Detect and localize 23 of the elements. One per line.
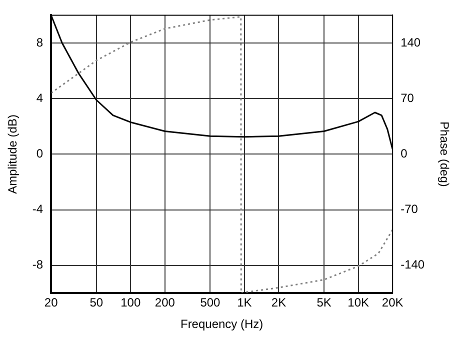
y2-axis-title: Phase (deg) bbox=[437, 122, 452, 187]
x-axis-title: Frequency (Hz) bbox=[180, 317, 264, 332]
y2-tick-label: 70 bbox=[400, 90, 414, 105]
x-tick-label: 100 bbox=[120, 296, 141, 310]
y-tick-label: -8 bbox=[32, 258, 44, 272]
y-tick-label: 4 bbox=[36, 90, 44, 105]
x-tick-label: 2K bbox=[271, 296, 286, 310]
x-tick-label: 20K bbox=[382, 296, 404, 310]
y2-tick-label: -70 bbox=[400, 202, 418, 216]
x-tick-label: 1K bbox=[237, 296, 252, 310]
y-tick-label: 8 bbox=[36, 35, 44, 50]
x-tick-label: 5K bbox=[316, 296, 332, 310]
x-tick-label: 20 bbox=[44, 296, 58, 310]
y-tick-label: -4 bbox=[32, 202, 44, 216]
y2-tick-label: 0 bbox=[400, 146, 408, 161]
y2-tick-label: -140 bbox=[400, 258, 425, 272]
y2-tick-label: 140 bbox=[400, 35, 421, 50]
x-tick-label: 10K bbox=[348, 296, 369, 310]
y-axis-title: Amplitude (dB) bbox=[6, 114, 20, 194]
y-tick-label: 0 bbox=[36, 146, 44, 161]
x-tick-label: 50 bbox=[90, 296, 104, 310]
x-tick-label: 200 bbox=[154, 296, 176, 310]
x-tick-label: 500 bbox=[200, 296, 221, 310]
